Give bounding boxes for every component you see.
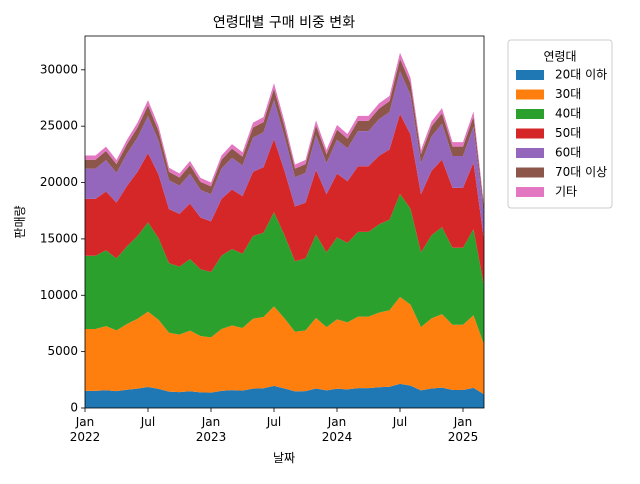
legend-box: [507, 39, 613, 209]
legend-label: 50대: [555, 126, 581, 140]
area: [85, 113, 484, 286]
y-tick-label: 20000: [40, 175, 78, 189]
legend-label: 20대 이하: [555, 68, 607, 82]
axes-frame: [84, 35, 485, 409]
x-tick-label: Jan 2023: [196, 415, 227, 444]
legend-swatch: [516, 167, 544, 178]
y-axis-label: 판매량: [13, 205, 27, 238]
area: [85, 52, 484, 209]
area: [85, 383, 484, 408]
area: [85, 71, 484, 241]
x-tick-label: Jul: [392, 415, 407, 429]
legend-swatch: [516, 89, 544, 100]
legend-label: 40대: [555, 107, 581, 121]
x-tick-label: Jul: [266, 415, 281, 429]
y-tick-label: 25000: [40, 119, 78, 133]
area: [85, 58, 484, 216]
x-tick-label: Jan 2022: [70, 415, 101, 444]
x-axis-label: 날짜: [273, 451, 295, 465]
chart-title: 연령대별 구매 비중 변화: [213, 15, 355, 31]
x-tick-label: Jan 2024: [322, 415, 353, 444]
x-tick-label: Jul: [140, 415, 155, 429]
area: [85, 296, 484, 395]
legend-swatch: [516, 187, 544, 197]
legend-swatch: [516, 70, 544, 80]
legend-label: 기타: [555, 185, 577, 199]
legend-swatch: [516, 148, 544, 158]
y-tick-label: 30000: [40, 62, 78, 76]
legend-swatch: [516, 128, 544, 139]
y-tick-label: 15000: [40, 231, 78, 245]
legend-label: 60대: [555, 146, 581, 160]
y-tick-label: 0: [70, 401, 78, 415]
y-tick-label: 5000: [47, 344, 78, 358]
x-tick-label: Jan 2025: [448, 415, 479, 444]
legend-title: 연령대: [543, 50, 576, 64]
legend-swatch: [516, 109, 544, 119]
legend-label: 70대 이상: [555, 165, 607, 179]
legend-label: 30대: [555, 87, 581, 101]
y-tick-label: 10000: [40, 288, 78, 302]
area: [85, 193, 484, 345]
plot-area: [85, 52, 484, 408]
